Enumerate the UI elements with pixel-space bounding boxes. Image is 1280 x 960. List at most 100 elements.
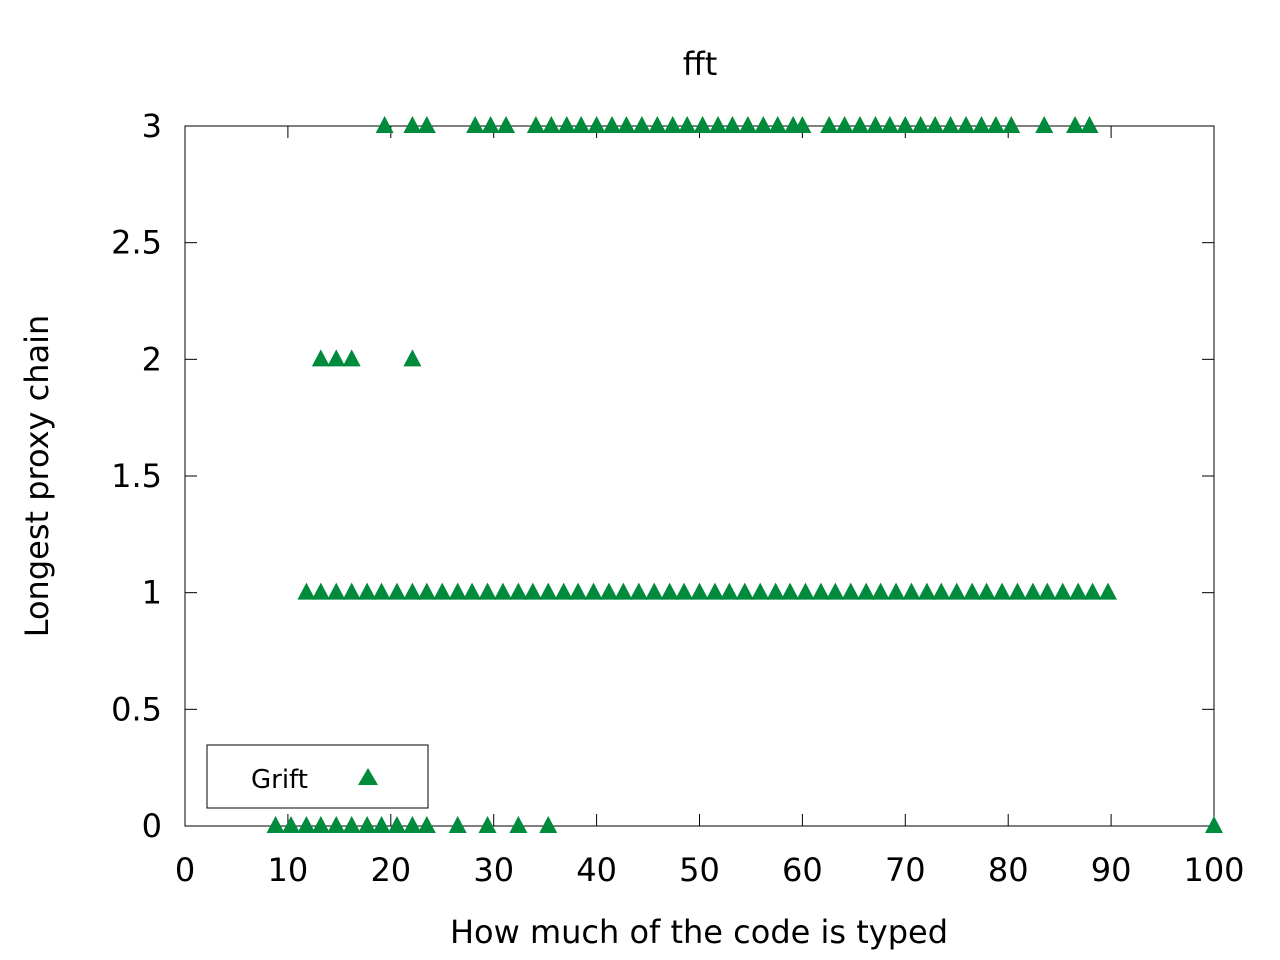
data-point (417, 116, 436, 133)
data-point (448, 816, 467, 833)
legend-marker-triangle-icon (358, 768, 378, 785)
data-point (311, 349, 330, 367)
data-point (663, 116, 682, 133)
data-point (880, 116, 899, 133)
data-point (463, 582, 482, 600)
data-point (433, 582, 452, 600)
data-point (372, 816, 391, 833)
data-point (387, 816, 406, 833)
data-point (754, 116, 773, 133)
x-tick-label: 100 (1183, 851, 1244, 889)
x-tick-label: 70 (885, 851, 926, 889)
x-axis-ticks: 0 10 20 30 40 50 60 70 80 90 100 (175, 126, 1245, 889)
data-point (493, 582, 512, 600)
data-point (311, 816, 330, 833)
data-point (614, 582, 633, 600)
x-axis-label: How much of the code is typed (450, 913, 948, 951)
data-point (1038, 582, 1057, 600)
data-point (1023, 582, 1042, 600)
data-point (648, 116, 667, 133)
data-point (403, 116, 422, 133)
data-point (887, 582, 906, 600)
x-tick-label: 30 (473, 851, 514, 889)
data-point (554, 582, 573, 600)
data-point (645, 582, 664, 600)
data-point (835, 116, 854, 133)
data-point (896, 116, 915, 133)
data-point (569, 582, 588, 600)
x-tick-label: 10 (268, 851, 309, 889)
data-point (539, 582, 558, 600)
x-tick-label: 40 (576, 851, 617, 889)
data-point (1002, 116, 1021, 133)
data-point (311, 582, 330, 600)
data-point (478, 582, 497, 600)
x-tick-label: 90 (1091, 851, 1132, 889)
y-tick-label: 1 (142, 574, 162, 612)
data-point (705, 582, 724, 600)
plot-frame (184, 125, 1215, 827)
data-point (675, 582, 694, 600)
y-tick-label: 0.5 (111, 690, 162, 728)
chart-title: fft (683, 45, 718, 83)
data-point (1008, 582, 1027, 600)
data-point (768, 116, 787, 133)
data-points (266, 116, 1223, 833)
data-point (751, 582, 770, 600)
data-point (693, 116, 712, 133)
x-tick-label: 20 (370, 851, 411, 889)
data-point (542, 116, 561, 133)
y-tick-label: 2.5 (111, 224, 162, 262)
data-point (709, 116, 728, 133)
data-point (327, 582, 346, 600)
legend-label-grift: Grift (251, 765, 308, 795)
data-point (735, 582, 754, 600)
data-point (723, 116, 742, 133)
data-point (372, 582, 391, 600)
data-point (297, 582, 316, 600)
data-point (587, 116, 606, 133)
data-point (539, 816, 558, 833)
data-point (497, 116, 516, 133)
data-point (963, 582, 982, 600)
data-point (947, 582, 966, 600)
data-point (932, 582, 951, 600)
data-point (738, 116, 757, 133)
data-point (572, 116, 591, 133)
data-point (811, 582, 830, 600)
data-point (297, 816, 316, 833)
data-point (1035, 116, 1054, 133)
data-point (766, 582, 785, 600)
data-point (1080, 116, 1099, 133)
y-tick-label: 2 (142, 340, 162, 378)
data-point (481, 116, 500, 133)
data-point (1205, 816, 1223, 833)
data-point (1099, 582, 1118, 600)
data-point (902, 582, 921, 600)
data-point (509, 816, 528, 833)
data-point (720, 582, 739, 600)
data-point (660, 582, 679, 600)
data-point (632, 116, 651, 133)
data-point (403, 816, 422, 833)
data-point (957, 116, 976, 133)
data-point (584, 582, 603, 600)
data-point (941, 116, 960, 133)
data-point (1053, 582, 1072, 600)
y-tick-label: 0 (142, 807, 162, 845)
x-tick-label: 0 (175, 851, 195, 889)
x-tick-label: 50 (679, 851, 720, 889)
data-point (417, 816, 436, 833)
data-point (866, 116, 885, 133)
data-point (403, 349, 422, 367)
data-point (342, 582, 361, 600)
data-point (327, 349, 346, 367)
data-point (857, 582, 876, 600)
data-point (266, 816, 285, 833)
y-axis-ticks: 0 0.5 1 1.5 2 2.5 3 (111, 107, 1214, 845)
data-point (841, 582, 860, 600)
data-point (796, 582, 815, 600)
data-point (403, 582, 422, 600)
data-point (926, 116, 945, 133)
